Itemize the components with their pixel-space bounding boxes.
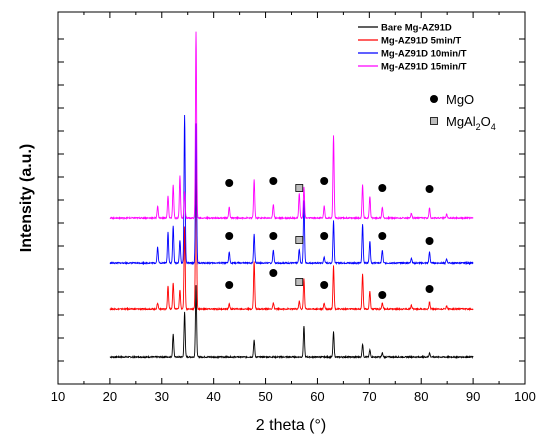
series-line-2 <box>109 114 474 266</box>
mgo-marker <box>269 177 278 185</box>
mgo-marker <box>225 281 234 289</box>
x-tick-label: 50 <box>258 389 272 404</box>
mgal2o4-marker <box>295 236 304 244</box>
mgal2o4-marker <box>295 278 304 286</box>
mgal2o4-marker <box>295 184 304 192</box>
series-legend: Bare Mg-AZ91D Mg-AZ91D 5min/T Mg-AZ91D 10m… <box>358 23 467 73</box>
x-tick-label: 30 <box>155 389 169 404</box>
phase-markers <box>225 177 434 299</box>
series-line-1 <box>109 154 474 312</box>
mgo-marker <box>425 185 434 193</box>
x-tick-label: 90 <box>466 389 480 404</box>
legend-label-0: Bare Mg-AZ91D <box>381 23 452 34</box>
mgo-marker <box>378 291 387 299</box>
x-axis-label: 2 theta (°) <box>256 417 326 434</box>
x-tick-label: 60 <box>310 389 324 404</box>
legend-label-1: Mg-AZ91D 5min/T <box>381 36 461 47</box>
x-tick-label: 100 <box>514 389 536 404</box>
y-axis-ticks <box>58 38 525 385</box>
x-tick-label: 40 <box>206 389 220 404</box>
series-layer <box>109 31 474 360</box>
x-tick-label: 80 <box>414 389 428 404</box>
mgo-marker <box>225 179 234 187</box>
mgo-marker <box>320 177 329 185</box>
mgo-marker <box>425 285 434 293</box>
x-tick-label: 10 <box>51 389 65 404</box>
phase-legend-mgal2o4-symbol <box>430 117 438 125</box>
mgo-marker <box>378 184 387 192</box>
mgo-marker <box>425 237 434 245</box>
mgo-marker <box>320 281 329 289</box>
phase-legend-mgo-label: MgO <box>446 92 474 107</box>
mgo-marker <box>269 269 278 277</box>
legend-label-2: Mg-AZ91D 10min/T <box>381 49 467 60</box>
series-line-0 <box>109 285 474 360</box>
mgo-marker <box>225 232 234 240</box>
x-tick-label: 20 <box>103 389 117 404</box>
phase-legend: MgO MgAl2O4 <box>430 92 496 132</box>
mgo-marker <box>320 232 329 240</box>
phase-legend-mgo-symbol <box>430 95 438 103</box>
mgo-marker <box>378 232 387 240</box>
series-line-3 <box>109 31 474 221</box>
phase-legend-mgal2o4-label: MgAl2O4 <box>446 114 496 132</box>
legend-label-3: Mg-AZ91D 15min/T <box>381 62 467 73</box>
mgo-marker <box>269 232 278 240</box>
y-axis-label: Intensity (a.u.) <box>18 144 35 252</box>
x-tick-label: 70 <box>362 389 376 404</box>
x-axis-ticks: 10 20 30 40 50 60 70 80 90 100 <box>51 12 536 404</box>
